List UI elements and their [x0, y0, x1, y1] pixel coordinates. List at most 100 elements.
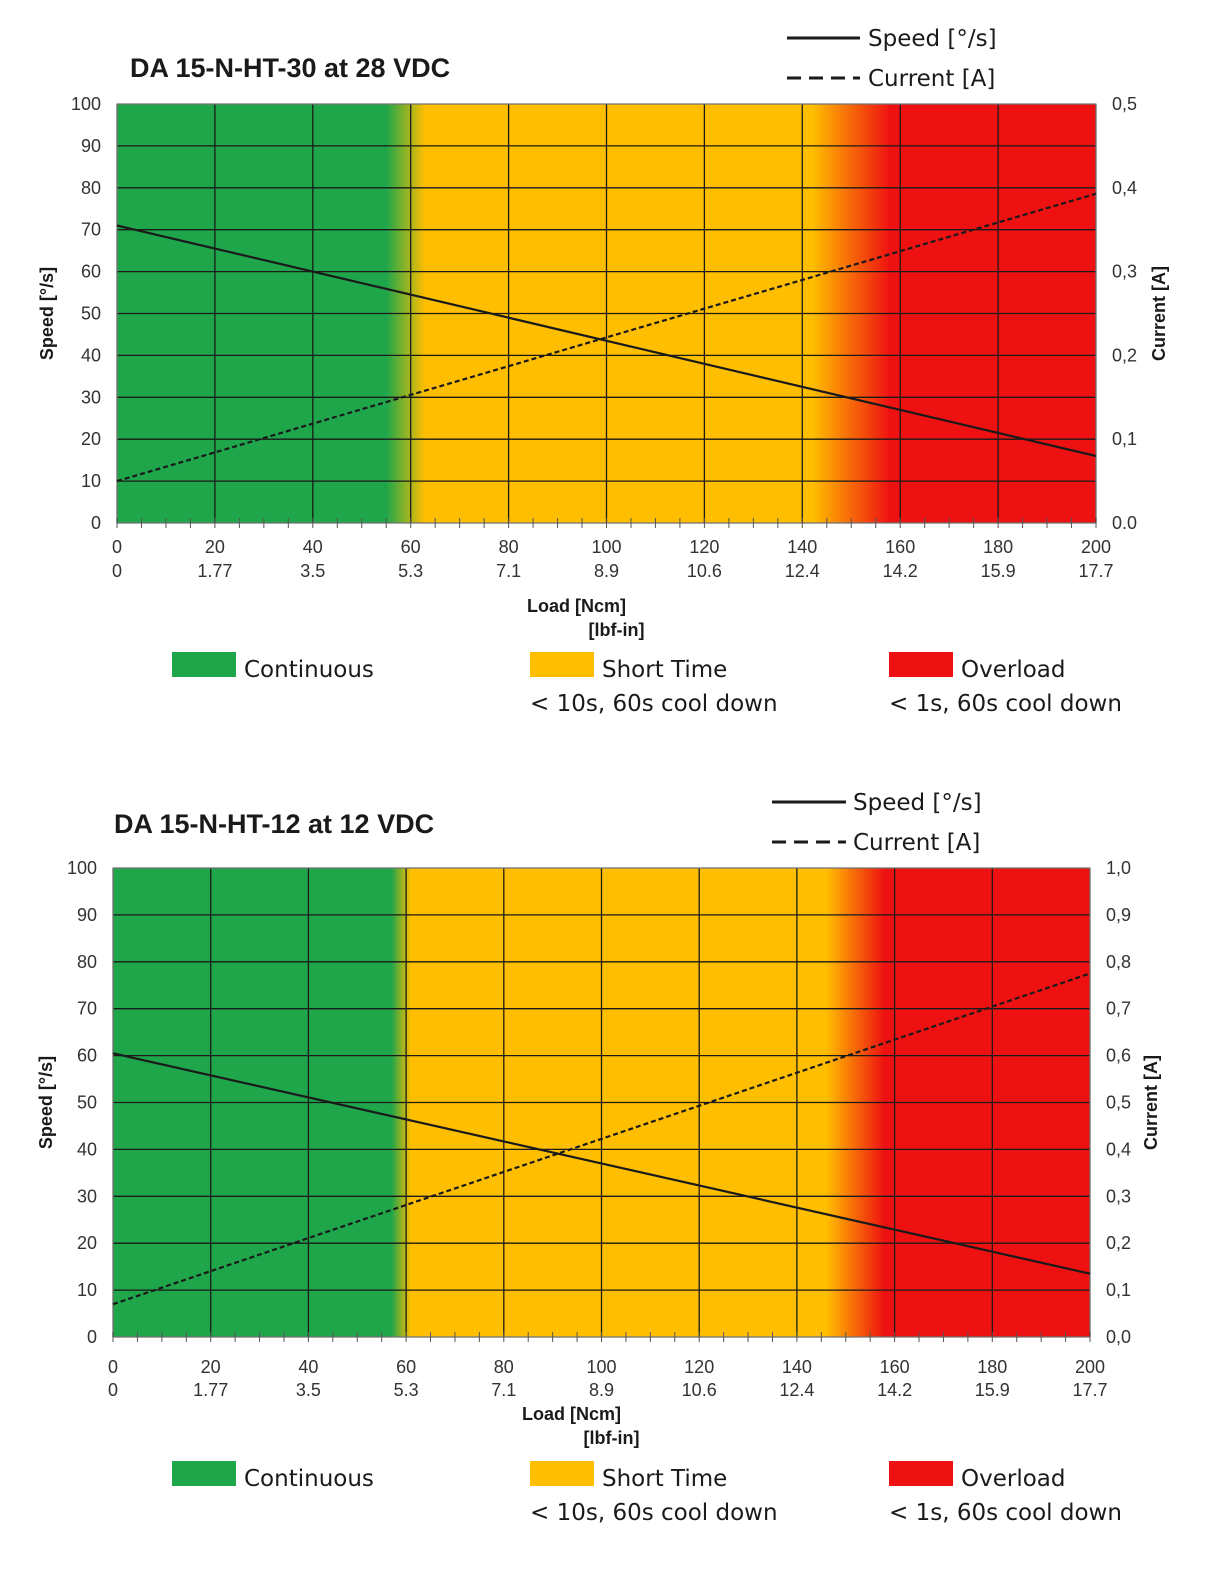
zone-swatch-short-time [530, 1461, 594, 1486]
y2-tick-label: 0,0 [1106, 1327, 1131, 1347]
x-tick-label: 20 [205, 537, 225, 557]
y-axis-label: Speed [°/s] [36, 1056, 56, 1149]
x-tick-label-secondary: 12.4 [779, 1380, 814, 1400]
x-tick-label-secondary: 14.2 [883, 561, 918, 581]
zone-label: Continuous [244, 657, 374, 683]
legend-label-current: Current [A] [853, 830, 980, 856]
x-tick-label: 120 [689, 537, 719, 557]
y-tick-label: 90 [81, 136, 101, 156]
y2-tick-label: 0,2 [1106, 1233, 1131, 1253]
y-tick-label: 0 [87, 1327, 97, 1347]
zone-label: Short Time [602, 657, 727, 683]
x-axis-label: Load [Ncm] [527, 596, 626, 616]
x-axis-label-secondary: [lbf-in] [589, 620, 645, 640]
y2-tick-label: 0,5 [1112, 94, 1137, 114]
y-tick-label: 50 [77, 1093, 97, 1113]
x-tick-label-secondary: 0 [108, 1380, 118, 1400]
x-tick-label-secondary: 10.6 [682, 1380, 717, 1400]
zone-note: < 1s, 60s cool down [889, 691, 1122, 717]
zone-swatch-short-time [530, 652, 594, 677]
y-tick-label: 20 [81, 429, 101, 449]
x-tick-label-secondary: 15.9 [981, 561, 1016, 581]
x-tick-label-secondary: 17.7 [1078, 561, 1113, 581]
y-tick-label: 60 [77, 1046, 97, 1066]
y2-tick-label: 0,2 [1112, 345, 1137, 365]
x-tick-label-secondary: 1.77 [193, 1380, 228, 1400]
x-tick-label: 80 [494, 1357, 514, 1377]
y2-tick-label: 0.0 [1112, 513, 1137, 533]
x-tick-label-secondary: 15.9 [975, 1380, 1010, 1400]
y-tick-label: 30 [77, 1186, 97, 1206]
y2-tick-label: 1,0 [1106, 858, 1131, 878]
x-tick-label: 200 [1081, 537, 1111, 557]
zone-swatch-overload [889, 652, 953, 677]
x-tick-label: 60 [401, 537, 421, 557]
zone-label: Continuous [244, 1466, 374, 1492]
speed-series-line [116, 224, 1097, 458]
y-tick-label: 80 [77, 952, 97, 972]
x-tick-label-secondary: 17.7 [1072, 1380, 1107, 1400]
y2-axis-label: Current [A] [1149, 266, 1169, 361]
y2-tick-label: 0,4 [1112, 178, 1137, 198]
zone-note: < 1s, 60s cool down [889, 1500, 1122, 1526]
x-tick-label: 0 [108, 1357, 118, 1377]
x-tick-label: 0 [112, 537, 122, 557]
x-tick-label-secondary: 14.2 [877, 1380, 912, 1400]
chart-title: DA 15-N-HT-12 at 12 VDC [114, 809, 434, 839]
y-tick-label: 80 [81, 178, 101, 198]
x-tick-label-secondary: 3.5 [300, 561, 325, 581]
x-tick-label-secondary: 3.5 [296, 1380, 321, 1400]
y2-tick-label: 0,3 [1106, 1186, 1131, 1206]
y2-tick-label: 0,6 [1106, 1046, 1131, 1066]
y2-tick-label: 0,1 [1106, 1280, 1131, 1300]
speed-series-line [112, 1052, 1091, 1275]
y2-tick-label: 0,8 [1106, 952, 1131, 972]
x-tick-label: 160 [885, 537, 915, 557]
x-tick-label: 180 [977, 1357, 1007, 1377]
y-tick-label: 100 [71, 94, 101, 114]
x-tick-label-secondary: 0 [112, 561, 122, 581]
zone-label: Overload [961, 1466, 1065, 1492]
x-tick-label-secondary: 10.6 [687, 561, 722, 581]
y2-tick-label: 0,9 [1106, 905, 1131, 925]
y-tick-label: 10 [77, 1280, 97, 1300]
y-tick-label: 70 [77, 999, 97, 1019]
x-tick-label: 140 [782, 1357, 812, 1377]
x-tick-label-secondary: 8.9 [589, 1380, 614, 1400]
y-tick-label: 50 [81, 304, 101, 324]
x-tick-label: 200 [1075, 1357, 1105, 1377]
y2-axis-label: Current [A] [1141, 1055, 1161, 1150]
y2-tick-label: 0,5 [1106, 1093, 1131, 1113]
y2-tick-label: 0,7 [1106, 999, 1131, 1019]
y-tick-label: 20 [77, 1233, 97, 1253]
y-tick-label: 40 [77, 1139, 97, 1159]
x-tick-label: 60 [396, 1357, 416, 1377]
x-tick-label: 160 [880, 1357, 910, 1377]
x-tick-label: 40 [298, 1357, 318, 1377]
y-tick-label: 90 [77, 905, 97, 925]
x-tick-label: 120 [684, 1357, 714, 1377]
x-tick-label-secondary: 5.3 [394, 1380, 419, 1400]
chart-title: DA 15-N-HT-30 at 28 VDC [130, 53, 450, 83]
x-tick-label: 100 [586, 1357, 616, 1377]
zone-label: Overload [961, 657, 1065, 683]
y2-tick-label: 0,1 [1112, 429, 1137, 449]
zone-note: < 10s, 60s cool down [530, 1500, 778, 1526]
y2-tick-label: 0,3 [1112, 262, 1137, 282]
x-tick-label: 80 [499, 537, 519, 557]
x-tick-label-secondary: 1.77 [197, 561, 232, 581]
zone-note: < 10s, 60s cool down [530, 691, 778, 717]
x-axis-label-secondary: [lbf-in] [584, 1428, 640, 1448]
y-tick-label: 60 [81, 262, 101, 282]
x-tick-label-secondary: 7.1 [496, 561, 521, 581]
zone-swatch-continuous [172, 652, 236, 677]
zone-swatch-continuous [172, 1461, 236, 1486]
x-axis-label: Load [Ncm] [522, 1404, 621, 1424]
zone-swatch-overload [889, 1461, 953, 1486]
x-tick-label: 100 [591, 537, 621, 557]
legend-label-speed: Speed [°/s] [853, 790, 982, 816]
x-tick-label: 40 [303, 537, 323, 557]
current-series-line [112, 972, 1091, 1306]
